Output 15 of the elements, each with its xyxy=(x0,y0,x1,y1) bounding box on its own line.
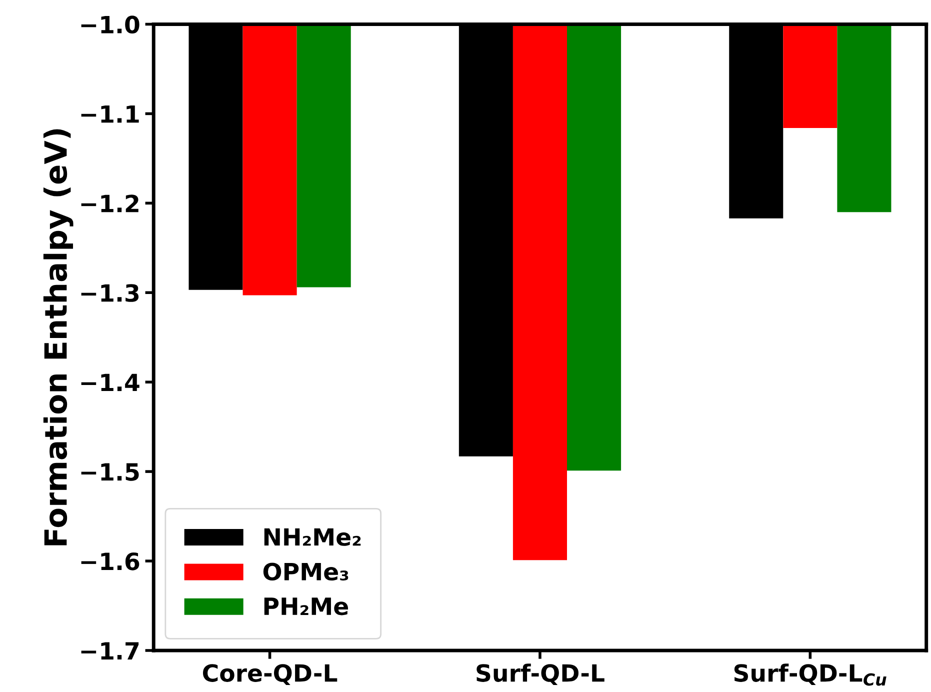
x-tick-label: Core-QD-L xyxy=(202,664,338,686)
y-tick-label: −1.7 xyxy=(81,642,139,660)
y-tick-label: −1.3 xyxy=(81,284,139,302)
x-tick-label: Surf-QD-L xyxy=(476,664,604,686)
y-tick-label: −1.5 xyxy=(81,463,139,481)
legend-label: PH₂Me xyxy=(264,598,348,616)
y-tick-label: −1.1 xyxy=(81,105,139,123)
y-tick-label: −1.0 xyxy=(81,16,140,34)
y-tick-label: −1.4 xyxy=(81,374,140,392)
legend-label: NH₂Me₂ xyxy=(264,528,361,546)
y-axis-title: Formation Enthalpy (eV) xyxy=(43,129,74,546)
y-tick-label: −1.2 xyxy=(81,194,138,212)
legend-label: OPMe₃ xyxy=(263,562,348,581)
y-tick-label: −1.6 xyxy=(81,552,140,570)
x-tick-label: Surf-QD-L$_{Cu}$ xyxy=(734,664,886,686)
